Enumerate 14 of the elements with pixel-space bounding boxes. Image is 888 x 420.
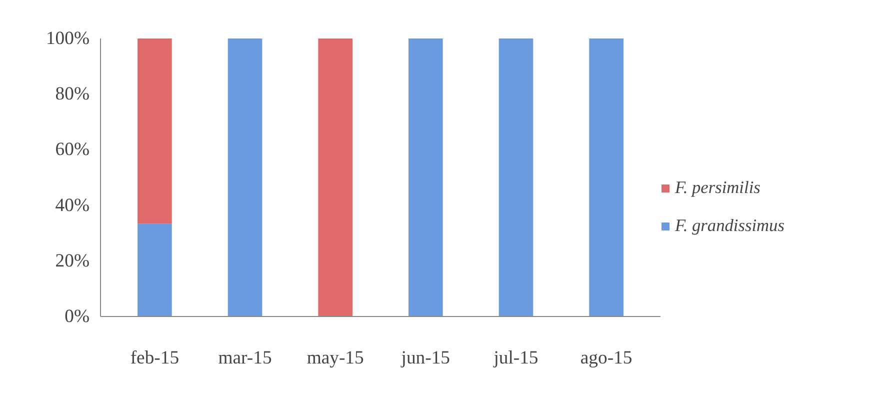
x-tick-label: feb-15 <box>130 348 180 368</box>
legend-label: F. persimilis <box>675 178 760 198</box>
x-tick-label: jul-15 <box>492 348 538 368</box>
y-tick-label: 40% <box>55 194 90 216</box>
x-tick-label: mar-15 <box>218 348 272 368</box>
y-tick-label: 80% <box>55 84 90 105</box>
y-tick-label: 20% <box>55 250 90 272</box>
y-tick-label: 60% <box>55 139 90 160</box>
y-tick-label: 0% <box>64 306 90 327</box>
x-tick-label: may-15 <box>306 348 364 368</box>
y-tick-label: 100% <box>46 28 90 49</box>
x-tick-label: ago-15 <box>580 348 632 368</box>
legend-label: F. grandissimus <box>675 216 784 236</box>
x-tick-label: jun-15 <box>400 348 450 368</box>
